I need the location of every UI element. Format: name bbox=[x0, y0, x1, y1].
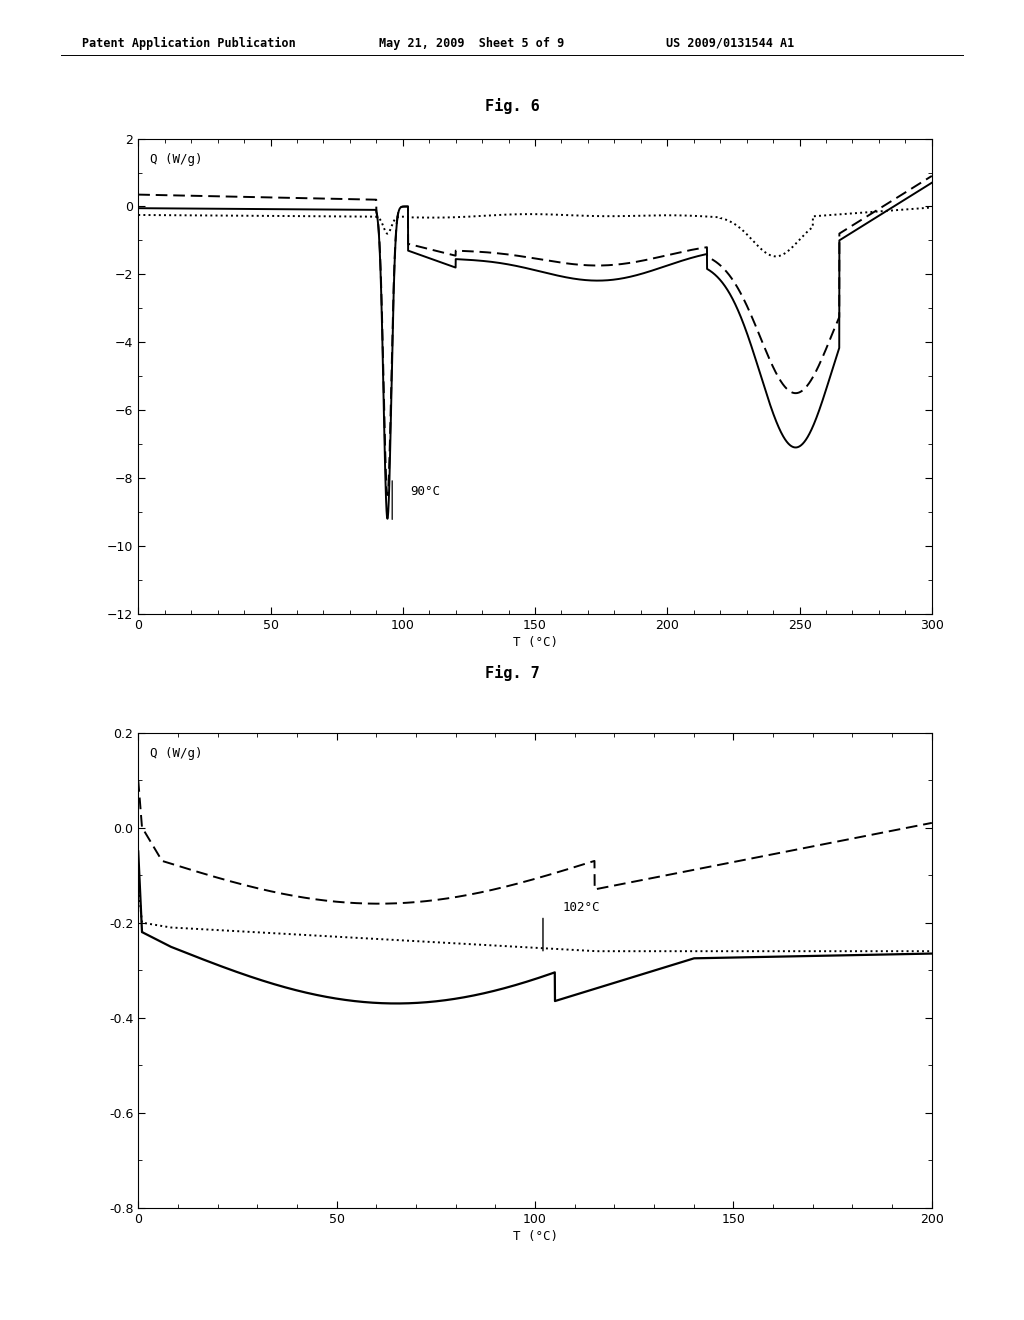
Text: Q (W/g): Q (W/g) bbox=[151, 747, 203, 760]
X-axis label: T (°C): T (°C) bbox=[513, 636, 557, 649]
Text: 102°C: 102°C bbox=[563, 900, 600, 913]
Text: US 2009/0131544 A1: US 2009/0131544 A1 bbox=[666, 37, 794, 50]
Text: Fig. 7: Fig. 7 bbox=[484, 665, 540, 681]
X-axis label: T (°C): T (°C) bbox=[513, 1230, 557, 1243]
Text: Fig. 6: Fig. 6 bbox=[484, 98, 540, 114]
Text: Q (W/g): Q (W/g) bbox=[151, 153, 203, 166]
Text: Patent Application Publication: Patent Application Publication bbox=[82, 37, 296, 50]
Text: May 21, 2009  Sheet 5 of 9: May 21, 2009 Sheet 5 of 9 bbox=[379, 37, 564, 50]
Text: 90°C: 90°C bbox=[411, 484, 440, 498]
